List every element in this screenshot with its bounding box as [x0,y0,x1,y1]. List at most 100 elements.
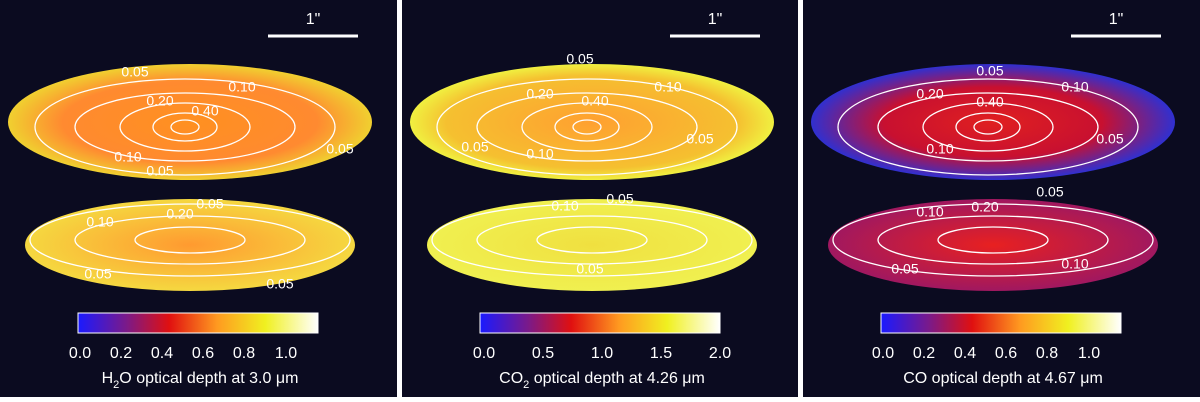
absorption-map [8,64,372,180]
contour [521,102,653,152]
absorption-map [811,64,1175,180]
contour-label: 0.20 [166,206,193,222]
contour-label: 0.05 [84,266,111,282]
contour-label: 0.05 [196,196,223,212]
colorbar-tick-label: 1.0 [591,345,613,362]
contour-label: 0.20 [971,199,998,215]
contour [436,78,738,176]
contour [74,215,306,265]
contour-label: 0.10 [228,79,255,95]
contour [837,78,1139,176]
contour [832,203,1154,277]
contour-label: 0.10 [114,149,141,165]
colorbar [77,312,319,334]
contour [476,92,698,162]
scale-label: 1" [306,11,321,28]
contour [922,102,1054,152]
contour [536,226,648,254]
colorbar-tick-label: 0.8 [1036,345,1058,362]
panel: 0.050.100.200.400.100.050.050.050.10 0.20… [8,11,372,391]
colorbar-tick-label: 1.5 [650,345,672,362]
caption-part: CO optical depth at 4.67 μm [903,370,1103,387]
absorption-map [410,64,774,180]
colorbar-tick-label: 0.2 [110,345,132,362]
colorbar-tick-label: 0.8 [233,345,255,362]
panel-background [402,0,798,397]
colorbar-caption: H2O optical depth at 3.0 μm [102,370,299,391]
contour [170,119,200,135]
contour-label: 0.05 [891,261,918,277]
contour [554,112,620,142]
absorption-map [828,199,1158,291]
contour-label: 0.05 [1096,131,1123,147]
contour-label: 0.05 [1036,184,1063,200]
contour-label: 0.05 [976,63,1003,79]
contour-label: 0.10 [551,198,578,214]
colorbar-tick-label: 2.0 [709,345,731,362]
absorption-map [427,199,757,291]
colorbar [880,312,1122,334]
contour [877,215,1109,265]
contour-label: 0.05 [146,163,173,179]
caption-part: CO [499,370,523,387]
colorbar-tick-label: 0.4 [954,345,976,362]
contour-label: 0.40 [581,93,608,109]
contour [973,119,1003,135]
contour [134,226,246,254]
contour-label: 0.10 [526,146,553,162]
colorbar-tick-label: 0.0 [69,345,91,362]
contour-label: 0.05 [566,51,593,67]
contour-label: 0.10 [1061,79,1088,95]
contour-label: 0.40 [191,103,218,119]
colorbar-caption: CO2 optical depth at 4.26 μm [499,370,705,391]
contour-label: 0.10 [654,79,681,95]
contour-label: 0.20 [916,86,943,102]
colorbar-tick-label: 0.4 [151,345,173,362]
colorbar-tick-label: 1.0 [275,345,297,362]
caption-part: O optical depth at 3.0 μm [119,370,298,387]
scale-label: 1" [1109,11,1124,28]
colorbar-tick-label: 0.5 [532,345,554,362]
colorbar-tick-label: 0.6 [995,345,1017,362]
contour-label: 0.05 [266,276,293,292]
colorbar-tick-label: 0.0 [872,345,894,362]
panel-background [803,0,1200,397]
scale-label: 1" [708,11,723,28]
contour [74,92,296,162]
colorbar-tick-label: 0.6 [192,345,214,362]
contour-label: 0.10 [916,204,943,220]
contour-label: 0.05 [121,64,148,80]
contour [152,112,218,142]
colorbar [479,312,721,334]
caption-part: 2 [113,379,119,391]
contour [476,215,708,265]
contour-label: 0.10 [86,214,113,230]
contour [877,92,1099,162]
contour-label: 0.10 [1061,256,1088,272]
contour [34,78,336,176]
panel: 0.05 0.10 0.20 0.40 0.10 0.05 0.05 0.10 0.20 0.05… [811,11,1175,387]
contour-label: 0.20 [146,93,173,109]
contour-label: 0.40 [976,94,1003,110]
caption-part: H [102,370,114,387]
contour-label: 0.20 [526,86,553,102]
contour [572,119,602,135]
contour [955,112,1021,142]
caption-part: 2 [523,379,529,391]
contour [431,203,753,277]
contour-label: 0.05 [576,261,603,277]
caption-part: optical depth at 4.26 μm [529,370,705,387]
colorbar-tick-label: 1.0 [1078,345,1100,362]
contour-label: 0.05 [686,131,713,147]
contour [119,102,251,152]
colorbar-caption: CO optical depth at 4.67 μm [903,370,1103,387]
contour [29,203,351,277]
colorbar-tick-label: 0.0 [473,345,495,362]
panel: 0.05 0.20 0.40 0.10 0.05 0.10 0.05 0.05 0.10 0.05… [410,11,774,391]
contour-label: 0.05 [326,141,353,157]
absorption-map [25,199,355,291]
contour-label: 0.05 [461,139,488,155]
contour-label: 0.05 [606,191,633,207]
contour [937,226,1049,254]
